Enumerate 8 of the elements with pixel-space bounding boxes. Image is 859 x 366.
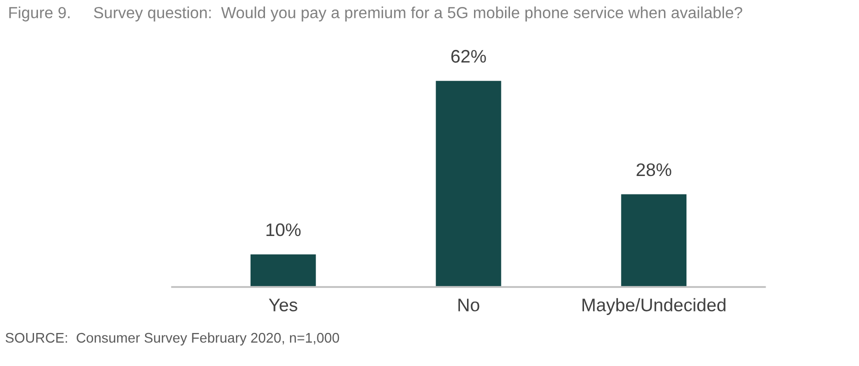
source-note: SOURCE: Consumer Survey February 2020, n=1,000	[6, 332, 340, 346]
data-label: 10%	[266, 223, 301, 236]
chart-title: Figure 9. Survey question: Would you pay a premium for a 5G mobile phone service when available?	[9, 6, 742, 22]
x-tick-label: Yes	[268, 298, 298, 312]
x-tick-label: No	[458, 298, 480, 312]
data-label: 28%	[636, 163, 672, 176]
data-label: 62%	[451, 50, 486, 63]
x-tick-label: Maybe/Undecided	[582, 298, 726, 315]
